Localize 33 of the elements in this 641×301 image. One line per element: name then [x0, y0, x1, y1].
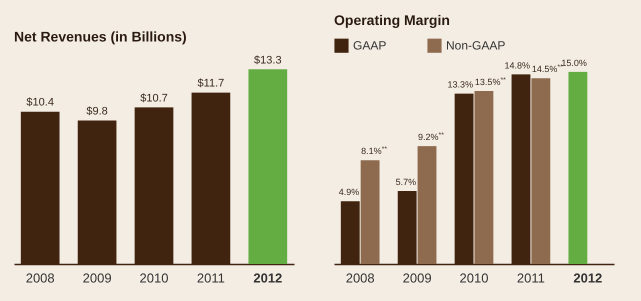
data-label: $13.3 [254, 54, 282, 66]
bar [474, 91, 494, 264]
x-tick-label: 2009 [82, 270, 112, 286]
data-label: $10.7 [140, 92, 168, 104]
data-label: $9.8 [86, 106, 108, 118]
bar [568, 72, 588, 264]
x-tick-label: 2011 [516, 270, 545, 286]
x-tick-label: 2012 [253, 270, 282, 286]
legend-label: GAAP [353, 38, 386, 53]
bar [248, 69, 288, 264]
data-label: 5.7% [396, 176, 416, 187]
data-label: $10.4 [26, 96, 54, 109]
chart-title: Operating Margin [334, 12, 450, 28]
x-tick-label: 2010 [460, 270, 488, 286]
data-label: 14.5%$^{**}$ [532, 64, 564, 74]
data-label: $11.7 [198, 78, 224, 90]
x-tick-label: 2011 [196, 270, 225, 286]
data-label: 9.2%$^{**}$ [418, 132, 444, 142]
data-label: 14.8% [504, 60, 530, 70]
data-label: 13.3% [448, 80, 474, 90]
bar [360, 160, 380, 264]
x-tick-label: 2010 [140, 270, 168, 286]
chart-title: Net Revenues (in Billions) [14, 28, 187, 44]
x-tick-label: 2008 [346, 270, 375, 286]
bar [418, 146, 436, 264]
legend-label: Non-GAAP [446, 38, 506, 53]
bar [531, 78, 550, 264]
data-label: 8.1%$^{**}$ [361, 146, 388, 156]
data-label: 13.5%$^{**}$ [474, 76, 506, 88]
x-tick-label: 2009 [402, 270, 432, 286]
x-tick-label: 2012 [573, 270, 602, 286]
data-label: 4.9% [338, 187, 360, 198]
x-tick-label: 2008 [26, 270, 55, 286]
